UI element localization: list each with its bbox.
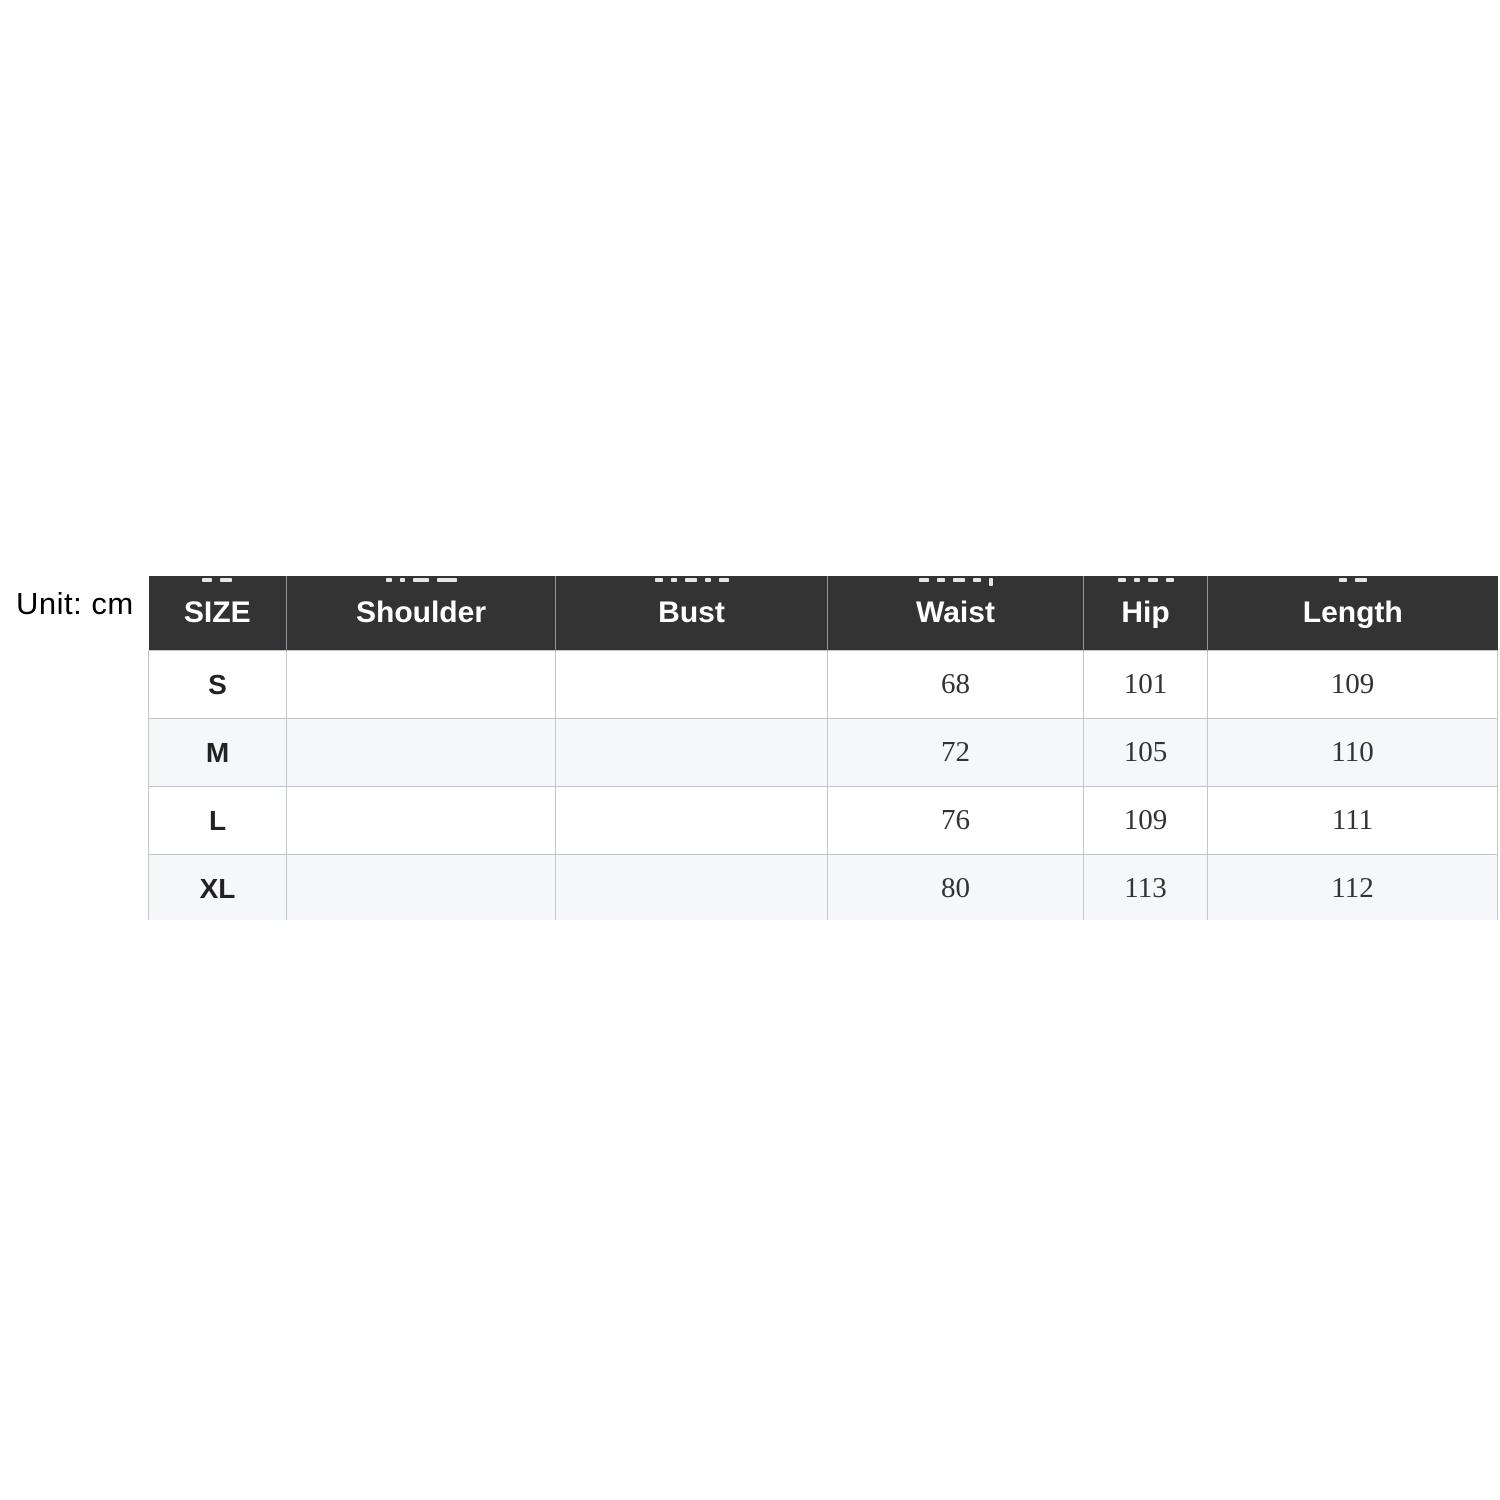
cell-m-hip: 105 bbox=[1083, 718, 1208, 787]
cell-s-length: 109 bbox=[1207, 650, 1498, 719]
header-row: SIZE Shoulder Bust Waist bbox=[148, 576, 1498, 651]
size-chart-container: SIZE Shoulder Bust Waist bbox=[148, 576, 1498, 920]
table-row-s: S 68 101 109 bbox=[148, 650, 1498, 719]
column-header-hip: Hip bbox=[1083, 576, 1208, 651]
cell-l-shoulder bbox=[286, 786, 556, 855]
cropped-text-fragment bbox=[1208, 578, 1498, 586]
column-header-size: SIZE bbox=[148, 576, 287, 651]
column-header-waist: Waist bbox=[827, 576, 1084, 651]
table-row-m: M 72 105 110 bbox=[148, 718, 1498, 787]
cell-s-waist: 68 bbox=[827, 650, 1084, 719]
cell-l-waist: 76 bbox=[827, 786, 1084, 855]
cell-l-hip: 109 bbox=[1083, 786, 1208, 855]
column-header-shoulder: Shoulder bbox=[286, 576, 556, 651]
cropped-text-fragment bbox=[1084, 578, 1207, 586]
table-row-xl: XL 80 113 112 bbox=[148, 854, 1498, 920]
cell-xl-bust bbox=[555, 854, 828, 920]
column-header-length-label: Length bbox=[1302, 596, 1403, 629]
cell-m-waist: 72 bbox=[827, 718, 1084, 787]
size-chart-table: SIZE Shoulder Bust Waist bbox=[148, 576, 1498, 920]
column-header-length: Length bbox=[1207, 576, 1498, 651]
cell-xl-waist: 80 bbox=[827, 854, 1084, 920]
cell-s-size: S bbox=[148, 650, 287, 719]
unit-label: Unit: cm bbox=[16, 586, 134, 621]
cell-xl-hip: 113 bbox=[1083, 854, 1208, 920]
table-row-l: L 76 109 111 bbox=[148, 786, 1498, 855]
cell-s-hip: 101 bbox=[1083, 650, 1208, 719]
column-header-hip-label: Hip bbox=[1121, 596, 1170, 629]
cell-s-bust bbox=[555, 650, 828, 719]
cell-m-length: 110 bbox=[1207, 718, 1498, 787]
cropped-text-fragment bbox=[828, 578, 1083, 586]
column-header-waist-label: Waist bbox=[916, 596, 995, 629]
cropped-text-fragment bbox=[149, 578, 287, 586]
cell-m-size: M bbox=[148, 718, 287, 787]
column-header-size-label: SIZE bbox=[183, 596, 251, 629]
cell-xl-length: 112 bbox=[1207, 854, 1498, 920]
cell-s-shoulder bbox=[286, 650, 556, 719]
column-header-bust: Bust bbox=[555, 576, 828, 651]
column-header-shoulder-label: Shoulder bbox=[355, 596, 486, 629]
cell-l-length: 111 bbox=[1207, 786, 1498, 855]
cell-l-size: L bbox=[148, 786, 287, 855]
cell-m-shoulder bbox=[286, 718, 556, 787]
cell-xl-shoulder bbox=[286, 854, 556, 920]
column-header-bust-label: Bust bbox=[658, 596, 725, 629]
cell-xl-size: XL bbox=[148, 854, 287, 920]
cell-l-bust bbox=[555, 786, 828, 855]
cropped-text-fragment bbox=[556, 578, 827, 586]
cropped-text-fragment bbox=[287, 578, 555, 586]
cell-m-bust bbox=[555, 718, 828, 787]
